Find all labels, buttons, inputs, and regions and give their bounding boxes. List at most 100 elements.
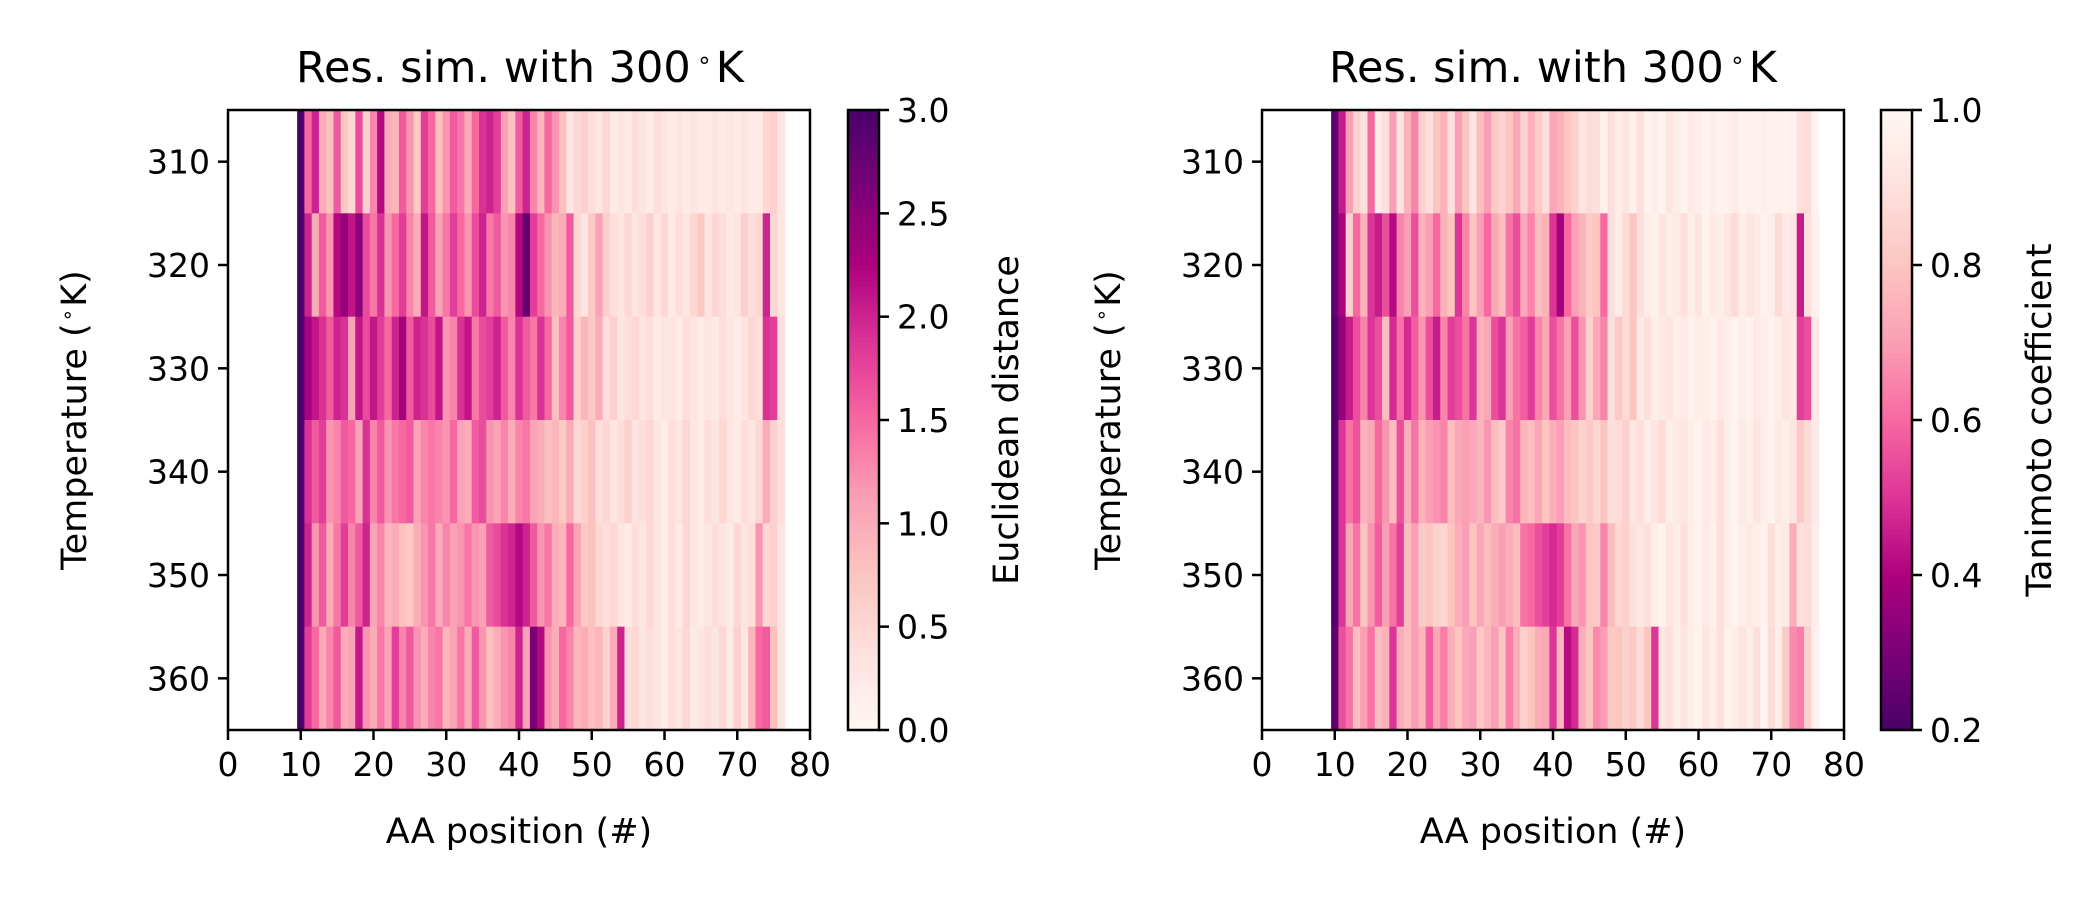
- colorbar-segment: [848, 239, 879, 245]
- heatmap-cell: [1643, 110, 1652, 214]
- heatmap-cell: [442, 626, 451, 731]
- colorbar-segment: [848, 652, 879, 659]
- heatmap-cell: [1411, 316, 1420, 421]
- colorbar-segment: [848, 435, 879, 442]
- heatmap-cell: [769, 110, 778, 214]
- heatmap-cell: [515, 110, 524, 214]
- heatmap-cell: [1549, 626, 1558, 731]
- y-tick-label: 320: [1181, 246, 1244, 285]
- heatmap-cell: [406, 110, 415, 214]
- heatmap-cell: [733, 316, 742, 421]
- heatmap-cell: [639, 420, 647, 524]
- heatmap-cell: [1476, 626, 1485, 731]
- colorbar-segment: [1881, 559, 1912, 566]
- heatmap-cell: [1593, 316, 1601, 421]
- colorbar-segment: [848, 518, 879, 524]
- heatmap-cell: [311, 213, 320, 318]
- heatmap-cell: [318, 523, 327, 628]
- colorbar-segment: [848, 693, 879, 700]
- heatmap-cell: [1382, 626, 1390, 731]
- heatmap-cell: [1643, 213, 1652, 318]
- colorbar-segment: [1881, 120, 1912, 127]
- heatmap-cell: [748, 110, 757, 214]
- heatmap-cell: [1629, 213, 1638, 318]
- heatmap-cell: [1352, 316, 1361, 421]
- heatmap-cell: [1556, 420, 1565, 524]
- heatmap-cell: [318, 110, 327, 214]
- colorbar-tick-label: 2.0: [897, 298, 949, 337]
- heatmap-cell: [733, 626, 742, 731]
- heatmap-cell: [646, 420, 655, 524]
- heatmap-cell: [1651, 626, 1660, 731]
- x-tick-label: 60: [644, 745, 686, 784]
- heatmap-cell: [333, 626, 342, 731]
- heatmap-cell: [1432, 110, 1441, 214]
- heatmap-cell: [595, 316, 604, 421]
- heatmap-cell: [478, 523, 487, 628]
- heatmap-cell: [304, 523, 313, 628]
- heatmap-cell: [748, 420, 757, 524]
- heatmap-cell: [748, 316, 757, 421]
- colorbar-segment: [1881, 637, 1912, 643]
- heatmap-cell: [1411, 110, 1420, 214]
- heatmap-cell: [1731, 110, 1740, 214]
- heatmap-cell: [1680, 523, 1689, 628]
- heatmap-cell: [1520, 523, 1529, 628]
- heatmap-cell: [1687, 213, 1696, 318]
- heatmap-cell: [420, 316, 429, 421]
- heatmap-cell: [1403, 316, 1412, 421]
- heatmap-cell: [464, 626, 473, 731]
- heatmap-cell: [1534, 420, 1543, 524]
- heatmap-cell: [711, 626, 720, 731]
- heatmap-cell: [1745, 626, 1754, 731]
- colorbar-segment: [848, 678, 879, 685]
- colorbar-segment: [1881, 363, 1912, 369]
- heatmap-cell: [588, 110, 596, 214]
- colorbar-segment: [848, 662, 879, 669]
- heatmap-cell: [588, 523, 596, 628]
- heatmap-cell: [1542, 316, 1550, 421]
- heatmap-cell: [1723, 110, 1732, 214]
- heatmap-cell: [377, 420, 386, 524]
- heatmap-cell: [1491, 213, 1500, 318]
- heatmap-cell: [457, 110, 466, 214]
- heatmap-cell: [769, 523, 778, 628]
- colorbar-segment: [848, 110, 879, 116]
- heatmap-cell: [1331, 213, 1339, 318]
- heatmap-cell: [1673, 420, 1681, 524]
- colorbar-segment: [848, 642, 879, 648]
- colorbar-segment: [848, 223, 879, 230]
- heatmap-cell: [1534, 213, 1543, 318]
- colorbar-segment: [848, 600, 879, 607]
- colorbar-segment: [848, 502, 879, 509]
- heatmap-cell: [726, 316, 735, 421]
- heatmap-cell: [435, 110, 444, 214]
- heatmap-cell: [348, 213, 356, 318]
- colorbar-segment: [848, 358, 879, 364]
- colorbar-segment: [1881, 528, 1912, 535]
- heatmap-cell: [1454, 420, 1463, 524]
- heatmap-cell: [391, 523, 400, 628]
- colorbar-segment: [848, 621, 879, 628]
- colorbar-segment: [1881, 621, 1912, 628]
- heatmap-cell: [1796, 213, 1805, 318]
- heatmap-cell: [1680, 110, 1689, 214]
- colorbar-segment: [1881, 394, 1912, 400]
- heatmap-cell: [551, 420, 560, 524]
- heatmap-cell: [529, 316, 538, 421]
- heatmap-cell: [726, 420, 735, 524]
- heatmap-cell: [326, 110, 335, 214]
- heatmap-cell: [1476, 523, 1485, 628]
- colorbar-segment: [848, 208, 879, 214]
- heatmap-cell: [566, 626, 575, 731]
- heatmap-cell: [733, 213, 742, 318]
- heatmap-cell: [1738, 420, 1747, 524]
- heatmap-cell: [304, 420, 313, 524]
- heatmap-cell: [1447, 110, 1456, 214]
- heatmap-cell: [500, 316, 509, 421]
- colorbar-segment: [848, 414, 879, 421]
- colorbar-segment: [1881, 719, 1912, 726]
- heatmap-cell: [566, 420, 575, 524]
- heatmap-cell: [362, 420, 371, 524]
- heatmap-cell: [1803, 420, 1812, 524]
